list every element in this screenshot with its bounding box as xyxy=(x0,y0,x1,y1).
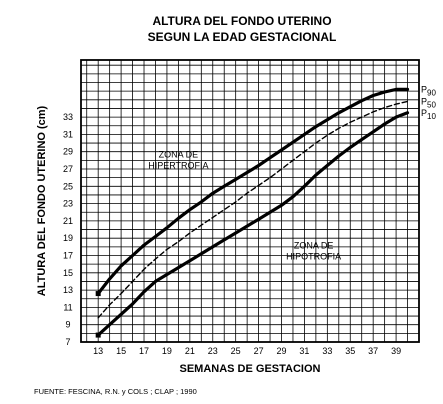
x-tick-label: 29 xyxy=(277,346,287,356)
series-line-p90 xyxy=(96,87,410,296)
zone-label-line2: HIPERTROFIA xyxy=(148,161,208,171)
y-tick-label: 19 xyxy=(63,233,73,243)
y-tick-label: 15 xyxy=(63,268,73,278)
y-tick-label: 9 xyxy=(65,320,70,330)
x-tick-labels: 13 15 17 19 21 23 25 27 29 31 33 35 37 39 xyxy=(93,346,401,356)
series-layer xyxy=(95,87,410,338)
grid xyxy=(81,60,419,343)
y-tick-label: 23 xyxy=(63,199,73,209)
chart-subtitle: SEGUN LA EDAD GESTACIONAL xyxy=(148,30,337,44)
x-tick-label: 25 xyxy=(231,346,241,356)
x-tick-label: 17 xyxy=(139,346,149,356)
zone-label-line1: ZONA DE xyxy=(294,241,334,251)
y-axis-label: ALTURA DEL FONDO UTERINO (cm) xyxy=(36,105,48,296)
x-tick-label: 19 xyxy=(162,346,172,356)
y-tick-label: 17 xyxy=(63,250,73,260)
y-tick-label: 29 xyxy=(63,147,73,157)
y-tick-label: 21 xyxy=(63,216,73,226)
source-note: FUENTE: FESCINA, R.N. y COLS ; CLAP ; 19… xyxy=(34,387,197,396)
y-tick-label: 27 xyxy=(63,164,73,174)
x-tick-label: 21 xyxy=(185,346,195,356)
series-start-marker xyxy=(95,332,101,338)
x-tick-label: 35 xyxy=(345,346,355,356)
y-tick-label: 33 xyxy=(63,112,73,122)
y-tick-label: 25 xyxy=(63,181,73,191)
x-tick-label: 27 xyxy=(254,346,264,356)
x-tick-label: 23 xyxy=(208,346,218,356)
y-tick-label: 31 xyxy=(63,129,73,139)
y-tick-label: 13 xyxy=(63,285,73,295)
percentile-label: P10 xyxy=(421,108,436,121)
series-line-p50 xyxy=(97,100,409,319)
percentile-label: P90 xyxy=(421,84,436,97)
x-tick-label: 37 xyxy=(368,346,378,356)
percentile-label: P50 xyxy=(421,97,436,110)
series-start-marker xyxy=(95,291,101,297)
x-tick-label: 33 xyxy=(322,346,332,356)
y-tick-label: 11 xyxy=(63,302,72,312)
x-tick-label: 39 xyxy=(391,346,401,356)
x-tick-label: 15 xyxy=(116,346,126,356)
series-line-p10 xyxy=(96,111,410,337)
y-tick-labels: 7 9 11 13 15 17 19 21 23 25 27 29 31 33 xyxy=(63,112,73,347)
x-tick-label: 13 xyxy=(93,346,103,356)
zone-label-line1: ZONA DE xyxy=(159,150,199,160)
plot-frame xyxy=(80,59,420,343)
chart-title: ALTURA DEL FONDO UTERINO xyxy=(152,14,331,28)
zone-label-line2: HIPOTROFIA xyxy=(286,252,341,262)
y-tick-label: 7 xyxy=(65,337,70,347)
x-tick-label: 31 xyxy=(299,346,309,356)
x-axis-label: SEMANAS DE GESTACION xyxy=(180,363,321,375)
